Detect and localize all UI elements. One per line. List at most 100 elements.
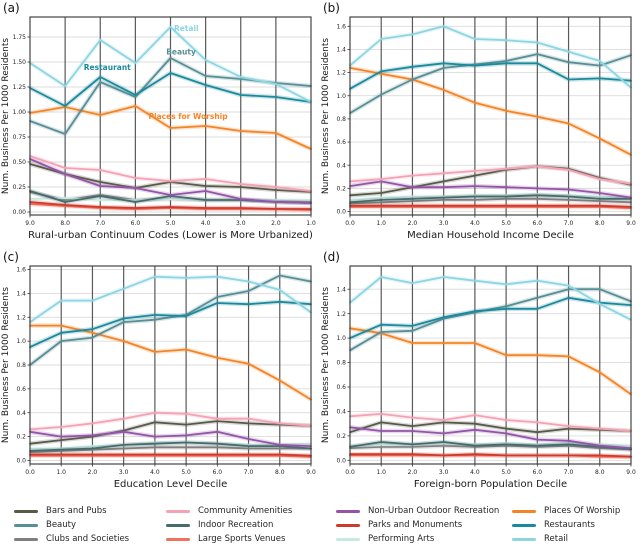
y-tick-label: 0.8 — [336, 116, 346, 123]
panel-c: 0.0 1.0 2.0 3.0 4.0 5.0 6.0 7.0 8.0 9.0 0.0 0.2 0.4 0… — [0, 249, 320, 498]
x-tick-label: 8.0 — [595, 469, 605, 476]
y-tick-label: 1.6 — [336, 23, 346, 30]
series-line-retail — [29, 26, 312, 103]
y-axis-label: Num. Business Per 1000 Residents — [1, 38, 11, 195]
x-tick-label: 2.0 — [408, 220, 418, 227]
x-tick-label: 3.0 — [439, 220, 449, 227]
x-tick-label: 2.0 — [408, 469, 418, 476]
legend-column-4: Places Of Worship Restaurants Retail — [512, 505, 640, 545]
series-line-parks-and-monuments — [349, 453, 632, 458]
y-tick-label: 1.25 — [13, 84, 27, 91]
series-line-clubs-and-societies — [349, 197, 632, 205]
y-tick-label: 0.4 — [336, 162, 346, 169]
panel-letter: (d) — [323, 250, 340, 264]
legend-item-bars-and-pubs: Bars and Pubs — [14, 505, 166, 517]
chart-d: 0.0 1.0 2.0 3.0 4.0 5.0 6.0 7.0 8.0 9.0 0.0 0.2 0.4 0… — [321, 250, 636, 490]
legend-item-retail: Retail — [512, 533, 640, 545]
y-tick-label: 1.2 — [336, 311, 346, 318]
y-axis-label: Num. Business Per 1000 Residents — [321, 38, 331, 195]
y-tick-label: 0.8 — [336, 360, 346, 367]
y-tick-label: 1.0 — [336, 335, 346, 342]
x-tick-label: 2.0 — [271, 220, 281, 227]
x-tick-label: 1.0 — [306, 220, 316, 227]
x-tick-label: 1.0 — [56, 469, 66, 476]
panel-letter: (b) — [323, 1, 340, 15]
chart-c: 0.0 1.0 2.0 3.0 4.0 5.0 6.0 7.0 8.0 9.0 0.0 0.2 0.4 0… — [1, 250, 316, 490]
x-tick-label: 5.0 — [501, 469, 511, 476]
y-tick-label: 0.0 — [336, 457, 346, 464]
y-tick-label: 1.0 — [16, 338, 26, 345]
y-tick-label: 1.00 — [13, 109, 27, 116]
legend-item-non-urban-outdoor-recreation: Non-Urban Outdoor Recreation — [336, 505, 512, 517]
x-tick-label: 0.0 — [25, 469, 35, 476]
series-line-restaurants — [349, 62, 632, 90]
y-axis-label: Num. Business Per 1000 Residents — [1, 287, 11, 444]
legend-label: Non-Urban Outdoor Recreation — [368, 506, 500, 516]
chart-b: 0.0 1.0 2.0 3.0 4.0 5.0 6.0 7.0 8.0 9.0 0.0 0.2 0.4 0… — [321, 1, 636, 241]
legend-swatch-non-urban-outdoor-recreation — [336, 509, 360, 513]
y-tick-label: 0.4 — [16, 410, 26, 417]
legend-label: Clubs and Societies — [46, 534, 130, 544]
series-line-performing-arts — [29, 197, 312, 201]
legend-label: Retail — [544, 534, 569, 544]
legend-swatch-retail — [512, 537, 536, 541]
x-tick-label: 4.0 — [201, 220, 211, 227]
annotation-beauty: Beauty — [166, 48, 196, 57]
y-tick-label: 0.6 — [16, 386, 26, 393]
y-tick-label: 1.75 — [13, 34, 27, 41]
x-tick-label: 7.0 — [244, 469, 254, 476]
series-line-community-amenities — [349, 165, 632, 185]
legend-label: Parks and Monuments — [368, 520, 463, 530]
y-tick-label: 0.2 — [336, 185, 346, 192]
legend-column-2: Community Amenities Indoor Recreation Larg… — [166, 505, 336, 545]
series-line-non-urban-outdoor-recreation — [349, 180, 632, 199]
legend-label: Performing Arts — [368, 534, 435, 544]
series-line-clubs-and-societies — [29, 446, 312, 454]
x-axis-label: Rural-urban Continuum Codes (Lower is Mo… — [28, 230, 313, 241]
x-tick-label: 6.0 — [213, 469, 223, 476]
y-tick-label: 0.50 — [13, 159, 27, 166]
legend: Bars and Pubs Beauty Clubs and Societies Co… — [0, 498, 640, 551]
legend-label: Community Amenities — [198, 506, 293, 516]
x-tick-label: 4.0 — [150, 469, 160, 476]
legend-swatch-parks-and-monuments — [336, 523, 360, 527]
panel-a: 9.0 8.0 7.0 6.0 5.0 4.0 3.0 2.0 1.0 0.00 0.25 0.50 0… — [0, 0, 320, 249]
x-tick-label: 6.0 — [533, 220, 543, 227]
panel-grid: 9.0 8.0 7.0 6.0 5.0 4.0 3.0 2.0 1.0 0.00 0.25 0.50 0… — [0, 0, 640, 498]
panel-letter: (c) — [3, 250, 19, 264]
panel-b: 0.0 1.0 2.0 3.0 4.0 5.0 6.0 7.0 8.0 9.0 0.0 0.2 0.4 0… — [320, 0, 640, 249]
legend-swatch-community-amenities — [166, 509, 190, 513]
x-tick-label: 9.0 — [306, 469, 316, 476]
x-tick-label: 8.0 — [275, 469, 285, 476]
x-tick-label: 4.0 — [470, 220, 480, 227]
series-line-community-amenities — [29, 155, 312, 192]
y-axis-label: Num. Business Per 1000 Residents — [321, 287, 331, 444]
series-line-bars-and-pubs — [29, 163, 312, 193]
x-tick-label: 5.0 — [166, 220, 176, 227]
x-tick-label: 5.0 — [181, 469, 191, 476]
x-tick-label: 7.0 — [564, 469, 574, 476]
legend-column-3: Non-Urban Outdoor Recreation Parks and Mo… — [336, 505, 512, 545]
x-tick-label: 3.0 — [119, 469, 129, 476]
y-tick-label: 1.6 — [16, 267, 26, 274]
y-tick-label: 1.4 — [336, 286, 346, 293]
series-line-places-of-worship — [349, 67, 632, 156]
series-line-performing-arts — [349, 193, 632, 201]
y-tick-label: 0.25 — [13, 184, 27, 191]
legend-item-restaurants: Restaurants — [512, 519, 640, 531]
x-axis-label: Median Household Income Decile — [407, 230, 574, 241]
y-tick-label: 0.6 — [336, 139, 346, 146]
series-line-non-urban-outdoor-recreation — [29, 158, 312, 204]
x-tick-label: 8.0 — [595, 220, 605, 227]
y-tick-label: 0.2 — [336, 433, 346, 440]
series-line-places-of-worship — [29, 324, 312, 401]
y-tick-label: 0.75 — [13, 134, 27, 141]
series-line-restaurants — [349, 296, 632, 339]
annotation-restaurant: Restaurant — [84, 63, 131, 72]
series-line-parks-and-monuments — [29, 201, 312, 210]
x-tick-label: 9.0 — [626, 469, 636, 476]
plot-border — [349, 265, 632, 465]
x-tick-label: 0.0 — [345, 220, 355, 227]
series-line-parks-and-monuments — [349, 204, 632, 208]
